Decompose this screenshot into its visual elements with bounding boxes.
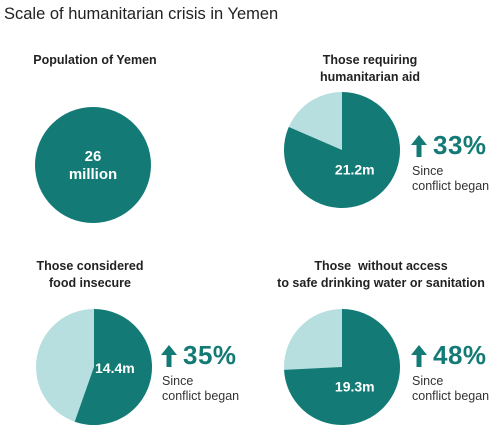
pie-slice-main [284,92,400,208]
change-note-line: conflict began [162,389,240,403]
chart-title: Scale of humanitarian crisis in Yemen [4,5,279,23]
pie-value-label: 26 million [69,148,117,183]
pie-slice-main [74,309,152,425]
pie-water-sanitation: 19.3m [284,309,400,425]
pie-slice-main [284,309,400,425]
pie-slice-main [35,107,151,223]
panel-label-line: humanitarian aid [319,70,421,84]
change-note-line: conflict began [412,179,490,193]
pie-value-label: 21.2m [335,161,375,177]
panel-label-line: Population of Yemen [33,53,157,67]
pie-value-line: 14.4m [95,360,135,376]
panel-label-food-insecure: Those considered food insecure [0,258,180,292]
pie-food-insecure: 14.4m [36,309,152,425]
change-water-sanitation: 48% Since conflict began [410,340,489,404]
panel-label-line: Those without access [314,259,448,273]
change-food-insecure: 35% Since conflict began [160,340,239,404]
pie-population: 26 million [35,107,151,223]
change-humanitarian-aid: 33% Since conflict began [410,130,489,194]
up-arrow-icon [411,344,427,367]
panel-label-population: Population of Yemen [0,52,190,69]
pie-value-label: 19.3m [335,378,375,394]
panel-label-line: Those requiring [322,53,418,67]
change-note-line: Since [412,164,444,178]
panel-label-water-sanitation: Those without access to safe drinking wa… [262,258,500,292]
up-arrow-icon [161,344,177,367]
change-percent: 33% [433,130,487,160]
pie-value-line: 26 [85,148,102,165]
pie-value-line: 21.2m [335,161,375,177]
pie-value-line: million [69,166,117,183]
panel-label-line: food insecure [49,276,131,290]
pie-value-line: 19.3m [335,378,375,394]
panel-label-line: Those considered [36,259,144,273]
pie-humanitarian-aid: 21.2m [284,92,400,208]
pie-value-label: 14.4m [95,360,135,376]
up-arrow-icon [411,134,427,157]
panel-label-humanitarian-aid: Those requiring humanitarian aid [270,52,470,86]
change-percent: 48% [433,340,487,370]
change-note-line: conflict began [412,389,490,403]
change-note-line: Since [412,374,444,388]
change-note-line: Since [162,374,194,388]
change-percent: 35% [183,340,237,370]
panel-label-line: to safe drinking water or sanitation [277,276,485,290]
